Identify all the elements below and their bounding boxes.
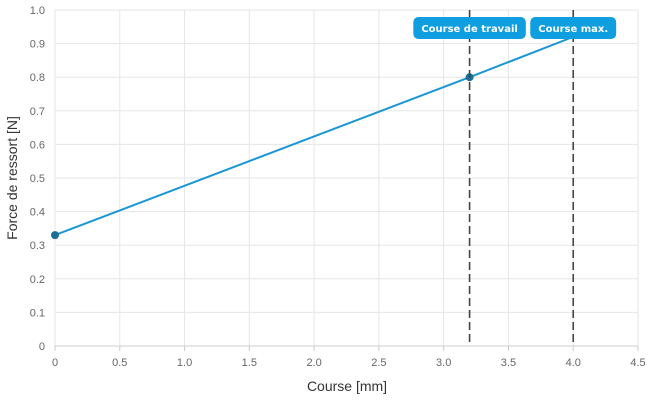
y-tick-label: 0.3 [30, 240, 45, 252]
data-point-marker [51, 231, 59, 240]
annotation-badge-bg [530, 17, 617, 39]
x-tick-label: 1.5 [242, 357, 257, 369]
x-tick-label: 3.0 [436, 357, 451, 369]
x-tick-label: 3.5 [501, 357, 516, 369]
x-axis: 0 0.5 1.0 1.5 2.0 2.5 3.0 3.5 4.0 4.5 [52, 345, 646, 369]
annotation-badge: Course max. [530, 17, 617, 39]
y-tick-label: 0.8 [30, 72, 45, 84]
x-tick-label: 2.0 [306, 357, 321, 369]
x-tick-label: 4.5 [630, 357, 645, 369]
y-tick-label: 0 [39, 341, 45, 353]
y-tick-label: 0.6 [30, 139, 45, 151]
x-tick-label: 0.5 [112, 357, 127, 369]
series-layer [51, 35, 574, 240]
reference-lines: Course de travail Course max. [413, 10, 617, 346]
x-tick-label: 0 [52, 357, 58, 369]
x-tick-label: 2.5 [371, 357, 386, 369]
y-tick-label: 0.7 [30, 106, 45, 118]
annotation-label: Course de travail [421, 24, 517, 35]
annotation-label: Course max. [538, 24, 608, 35]
grid [54, 9, 639, 347]
y-tick-label: 0.2 [30, 274, 45, 286]
y-tick-label: 1.0 [30, 5, 45, 17]
x-tick-label: 1.0 [177, 357, 192, 369]
y-tick-label: 0.5 [30, 173, 45, 185]
x-axis-title: Course [mm] [307, 378, 387, 394]
y-axis-title: Force de ressort [N] [4, 116, 20, 240]
x-tick-label: 4.0 [566, 357, 581, 369]
y-axis: 0 0.1 0.2 0.3 0.4 0.5 0.6 0.7 0.8 0.9 1.0 [30, 5, 45, 353]
annotation-badge: Course de travail [413, 17, 526, 39]
annotation-badge-bg [413, 17, 526, 39]
y-tick-label: 0.4 [30, 207, 45, 219]
y-tick-label: 0.9 [30, 39, 45, 51]
y-tick-label: 0.1 [30, 307, 45, 319]
